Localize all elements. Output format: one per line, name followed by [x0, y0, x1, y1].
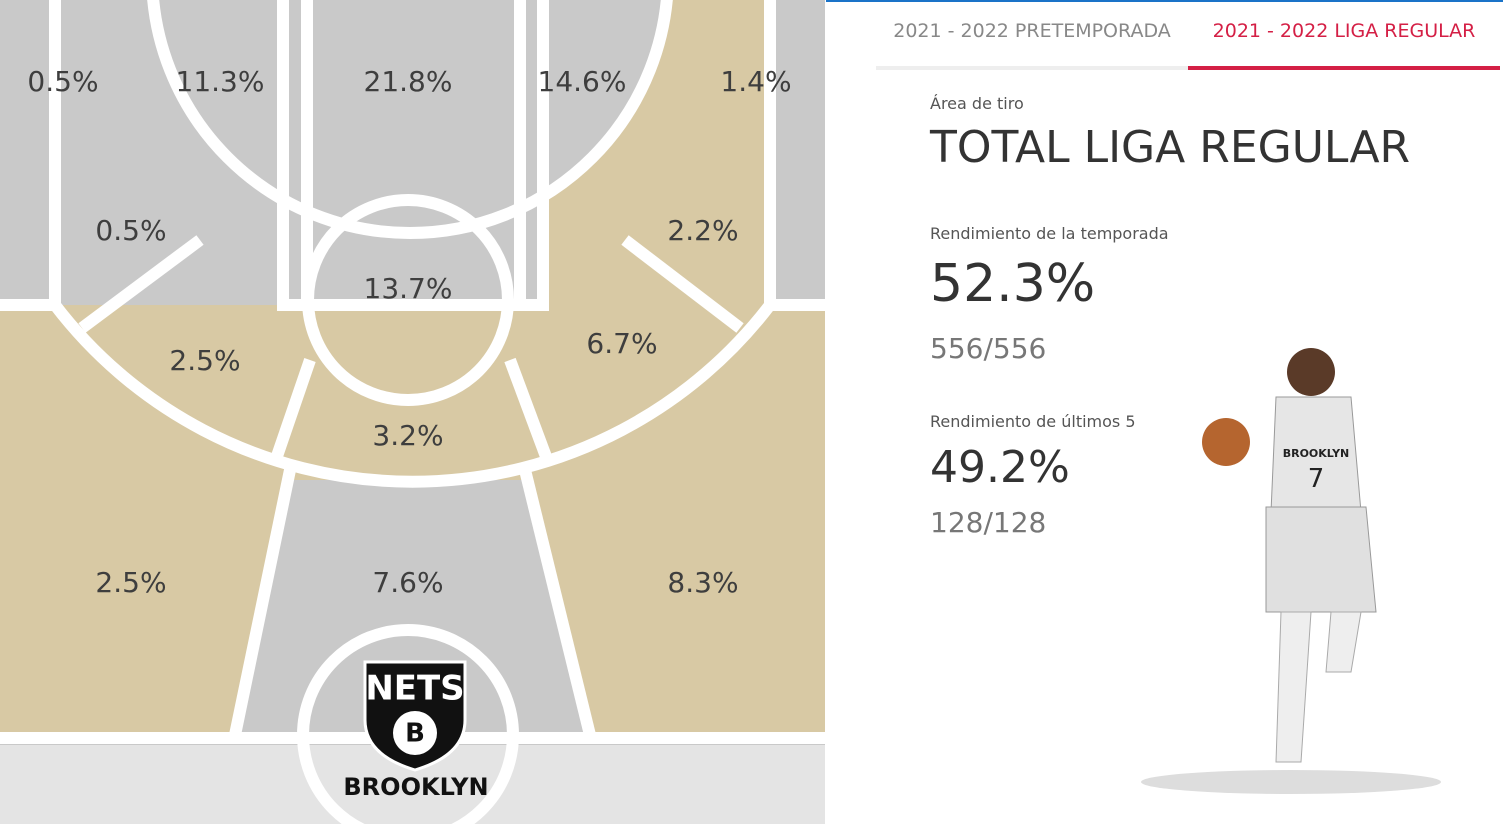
- court-lines: [0, 0, 825, 824]
- zone-label: 13.7%: [364, 272, 453, 305]
- player-shorts: [1265, 506, 1377, 613]
- player-legs: [1275, 611, 1362, 763]
- area-label: Área de tiro: [930, 94, 1024, 113]
- logo-city: BROOKLYN: [343, 773, 488, 801]
- zone-label: 3.2%: [372, 419, 443, 452]
- logo-ball: [393, 711, 437, 755]
- zone-label: 11.3%: [176, 65, 265, 98]
- zone-label: 1.4%: [720, 65, 791, 98]
- logo-name: NETS: [365, 669, 464, 709]
- player-head: [1287, 348, 1335, 396]
- jersey-number: 7: [1308, 464, 1325, 494]
- zone-label: 21.8%: [364, 65, 453, 98]
- player: BROOKLYN 7: [1141, 348, 1441, 794]
- last5-label: Rendimiento de últimos 5: [930, 412, 1136, 431]
- zone-label: 7.6%: [372, 566, 443, 599]
- shot-court: 0.5% 11.3% 21.8% 14.6% 1.4% 0.5% 2.2% 13.7% 2.5%…: [0, 0, 825, 824]
- logo-letter: B: [405, 719, 425, 749]
- area-title: TOTAL LIGA REGULAR: [930, 122, 1411, 173]
- last5-pct: 49.2%: [930, 442, 1070, 493]
- last5-count: 128/128: [930, 506, 1047, 539]
- ball: [1202, 418, 1250, 466]
- zone-label: 14.6%: [538, 65, 627, 98]
- tab[interactable]: 2021 - 2022 PRETEMPORADA: [876, 20, 1188, 70]
- shadow: [1141, 770, 1441, 794]
- zone-label: 0.5%: [95, 214, 166, 247]
- season-label: Rendimiento de la temporada: [930, 224, 1169, 243]
- zone-label: 0.5%: [27, 65, 98, 98]
- jersey-team: BROOKLYN: [1283, 447, 1350, 460]
- season-count: 556/556: [930, 332, 1047, 365]
- stats-panel: 2021 - 2022 PRETEMPORADA 2021 - 2022 LIG…: [826, 0, 1503, 824]
- tab[interactable]: 2021 - 2022 LIGA REGULAR: [1188, 20, 1500, 70]
- zone-label: 8.3%: [667, 566, 738, 599]
- zone-label: 6.7%: [586, 327, 657, 360]
- zone-label: 2.2%: [667, 214, 738, 247]
- zone-label: 2.5%: [169, 344, 240, 377]
- zone-label: 2.5%: [95, 566, 166, 599]
- season-pct: 52.3%: [930, 254, 1096, 314]
